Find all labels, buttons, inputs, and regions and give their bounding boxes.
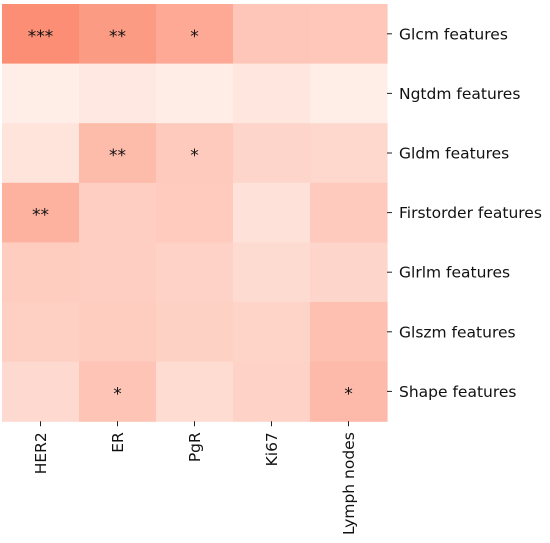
heatmap-cell [156, 182, 234, 243]
heatmap-cell [156, 63, 234, 124]
heatmap-cell [233, 63, 311, 124]
heatmap-cell [233, 242, 311, 303]
significance-marker: *** [28, 27, 54, 47]
heatmap-cell [310, 4, 388, 65]
heatmap-cell [233, 182, 311, 243]
heatmap-cell [156, 242, 234, 303]
heatmap-cell [2, 361, 80, 422]
heatmap-cell [2, 242, 80, 303]
significance-marker: * [190, 27, 199, 47]
heatmap-cell [310, 242, 388, 303]
heatmap-cell [310, 361, 388, 422]
x-tick-label: Ki67 [263, 432, 281, 466]
y-tick-label: Ngtdm features [399, 85, 520, 103]
x-tick-label: HER2 [32, 432, 50, 474]
heatmap-cell [79, 4, 157, 65]
heatmap-cell [79, 242, 157, 303]
heatmap-cell [2, 182, 80, 243]
significance-marker: ** [109, 146, 126, 166]
heatmap-cell [156, 302, 234, 363]
heatmap-cell [233, 123, 311, 184]
y-tick-label: Glcm features [399, 25, 508, 43]
significance-marker: * [344, 384, 353, 404]
heatmap-cell [233, 4, 311, 65]
y-tick-label: Glszm features [399, 323, 516, 341]
y-tick-label: Gldm features [399, 145, 509, 163]
y-tick-label: Shape features [399, 383, 517, 401]
heatmap-cell [310, 182, 388, 243]
heatmap-cell [79, 361, 157, 422]
heatmap-cell [2, 123, 80, 184]
heatmap-cell [233, 302, 311, 363]
heatmap-cell [79, 302, 157, 363]
heatmap-cell [310, 63, 388, 124]
y-tick-label: Glrlm features [399, 264, 510, 282]
heatmap-cell [156, 123, 234, 184]
heatmap-cell [79, 182, 157, 243]
y-tick-label: Firstorder features [399, 204, 542, 222]
x-tick-label: Lymph nodes [340, 432, 358, 535]
heatmap-cell [233, 361, 311, 422]
x-tick-label: PgR [186, 432, 204, 462]
heatmap-cell [2, 302, 80, 363]
heatmap-cell [310, 123, 388, 184]
heatmap-cell [2, 4, 80, 65]
significance-marker: * [113, 384, 122, 404]
heatmap-cell [156, 4, 234, 65]
significance-marker: * [190, 146, 199, 166]
heatmap-cell [310, 302, 388, 363]
heatmap-cell [2, 63, 80, 124]
heatmap-cell [79, 63, 157, 124]
x-tick-label: ER [109, 432, 127, 453]
heatmap-cell [79, 123, 157, 184]
significance-marker: ** [109, 27, 126, 47]
heatmap-cell [156, 361, 234, 422]
significance-marker: ** [32, 206, 49, 226]
